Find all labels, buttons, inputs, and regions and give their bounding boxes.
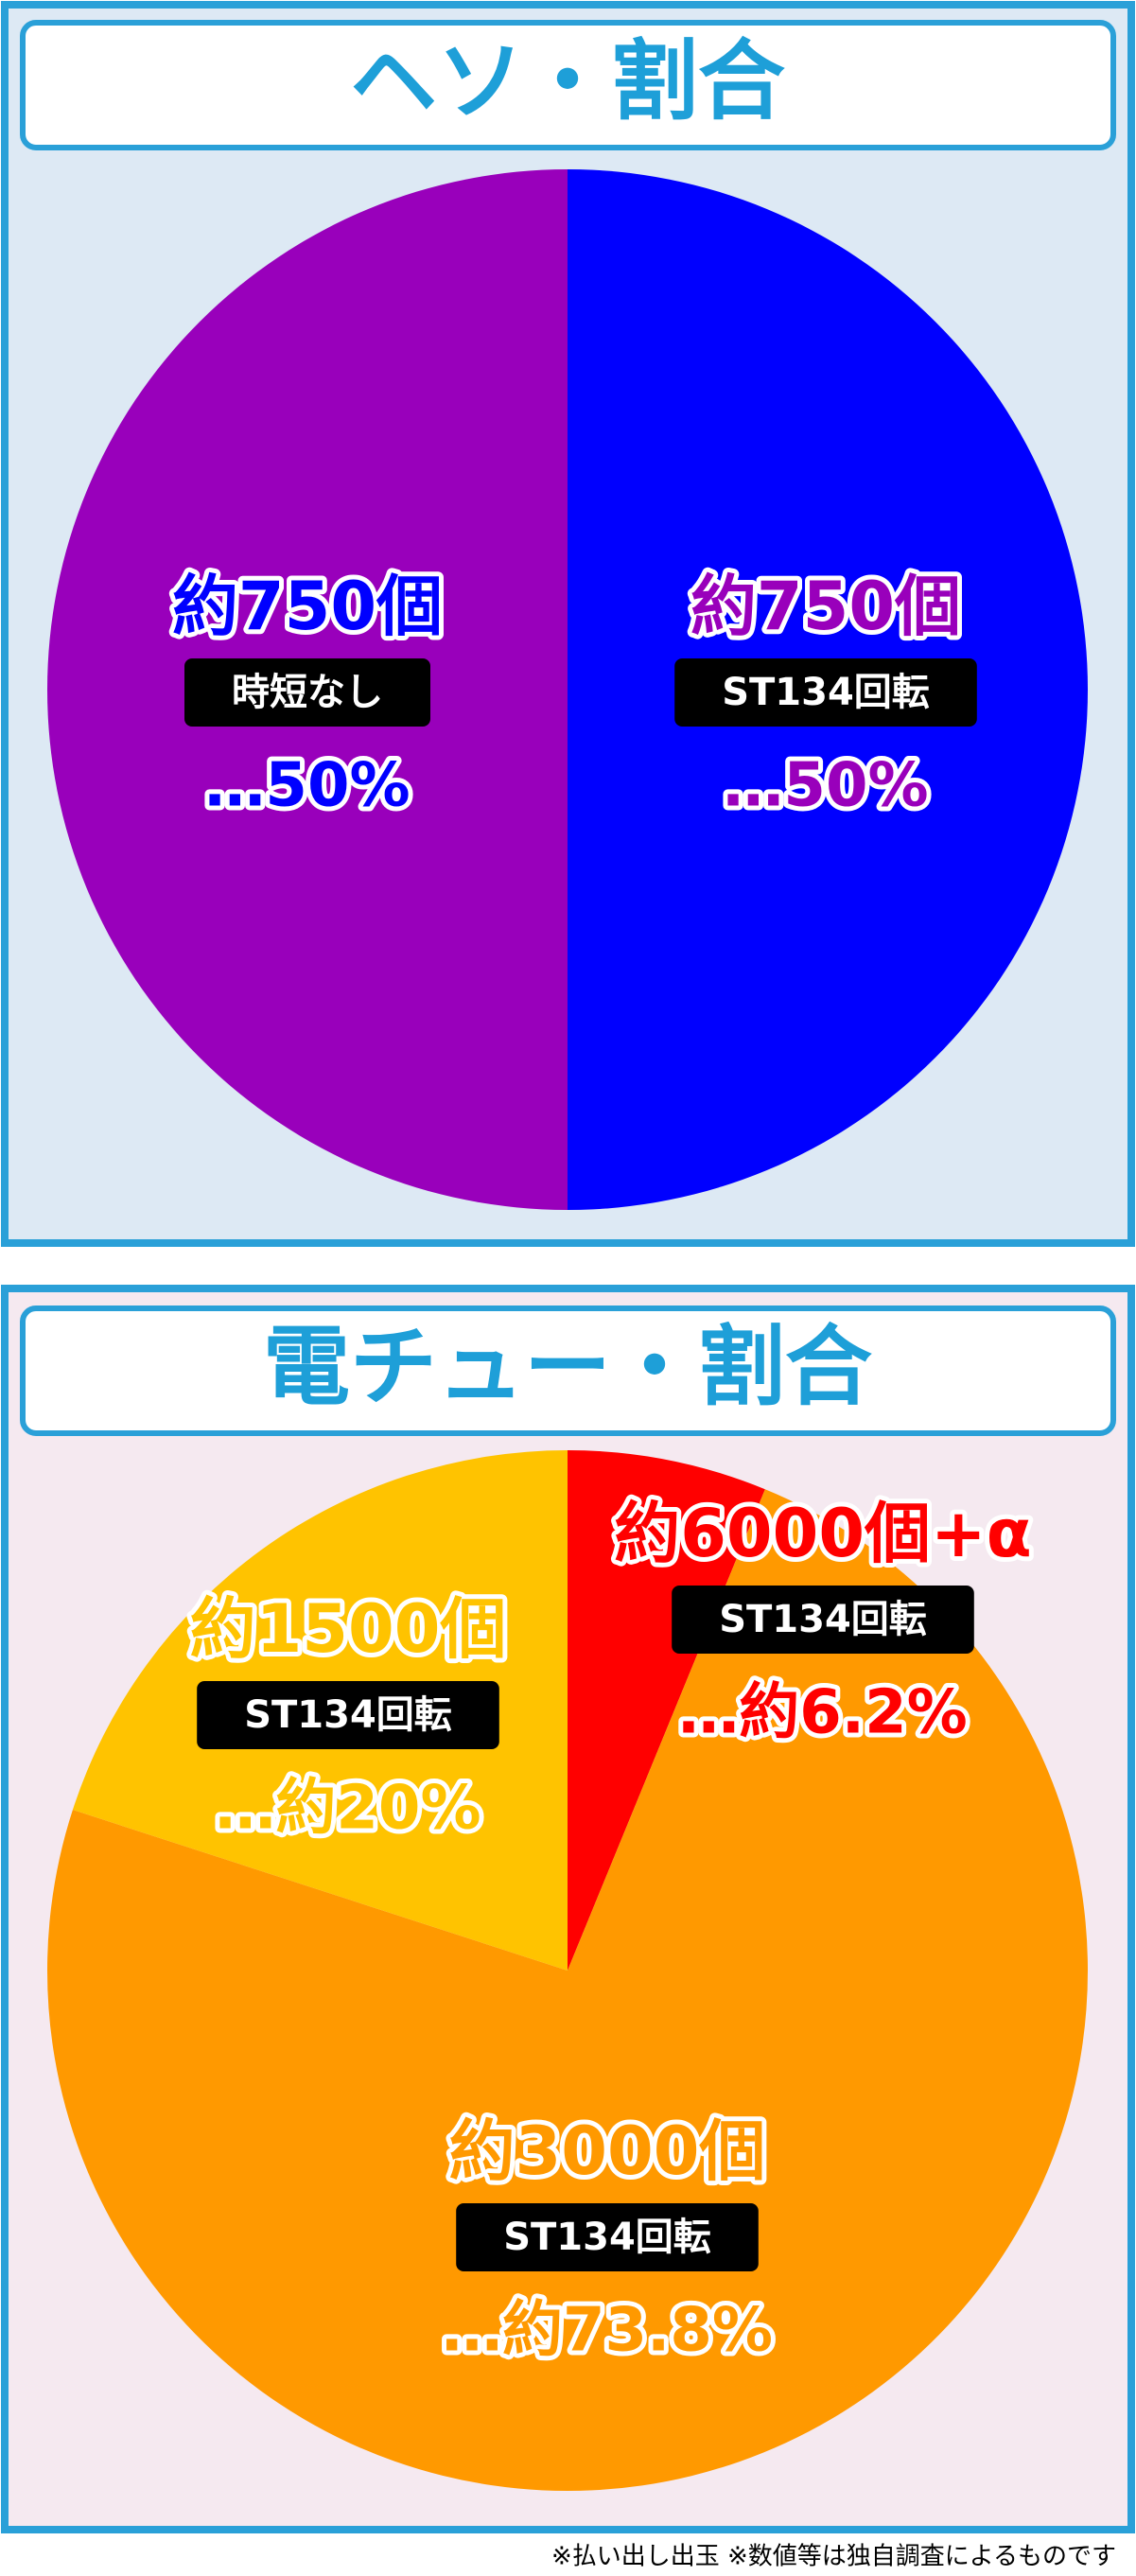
amount-label: 約1500個 bbox=[190, 1590, 507, 1668]
amount-label: 約750個 bbox=[172, 568, 443, 645]
title-box bbox=[20, 20, 1116, 150]
category-box bbox=[197, 1681, 499, 1749]
title-box bbox=[20, 1306, 1116, 1436]
category-box bbox=[456, 2203, 759, 2271]
value-label: …約6.2% bbox=[678, 1678, 968, 1748]
category-box bbox=[674, 658, 977, 727]
category-box bbox=[672, 1586, 974, 1654]
footnote: ※払い出し出玉 ※数値等は独自調査によるものです bbox=[551, 2543, 1116, 2571]
value-label: …約20% bbox=[215, 1774, 481, 1844]
amount-label: 約6000個+α bbox=[614, 1495, 1032, 1572]
category-label: ST134回転 bbox=[244, 1693, 452, 1737]
category-label: ST134回転 bbox=[503, 2216, 711, 2259]
value-label: …50% bbox=[723, 751, 928, 821]
value-label: …50% bbox=[204, 751, 410, 821]
category-label: 時短なし bbox=[232, 671, 383, 714]
pie-slice bbox=[46, 1489, 1088, 2491]
chart-title: 電チュー・割合 bbox=[263, 1316, 872, 1417]
value-label: …約73.8% bbox=[442, 2296, 773, 2366]
category-label: ST134回転 bbox=[722, 671, 930, 714]
category-box bbox=[184, 658, 430, 727]
pie-slice bbox=[568, 1450, 765, 1971]
amount-label: 約750個 bbox=[690, 568, 961, 645]
amount-label: 約3000個 bbox=[449, 2112, 766, 2190]
chart-title: ヘソ・割合 bbox=[350, 30, 785, 131]
category-label: ST134回転 bbox=[719, 1598, 927, 1641]
